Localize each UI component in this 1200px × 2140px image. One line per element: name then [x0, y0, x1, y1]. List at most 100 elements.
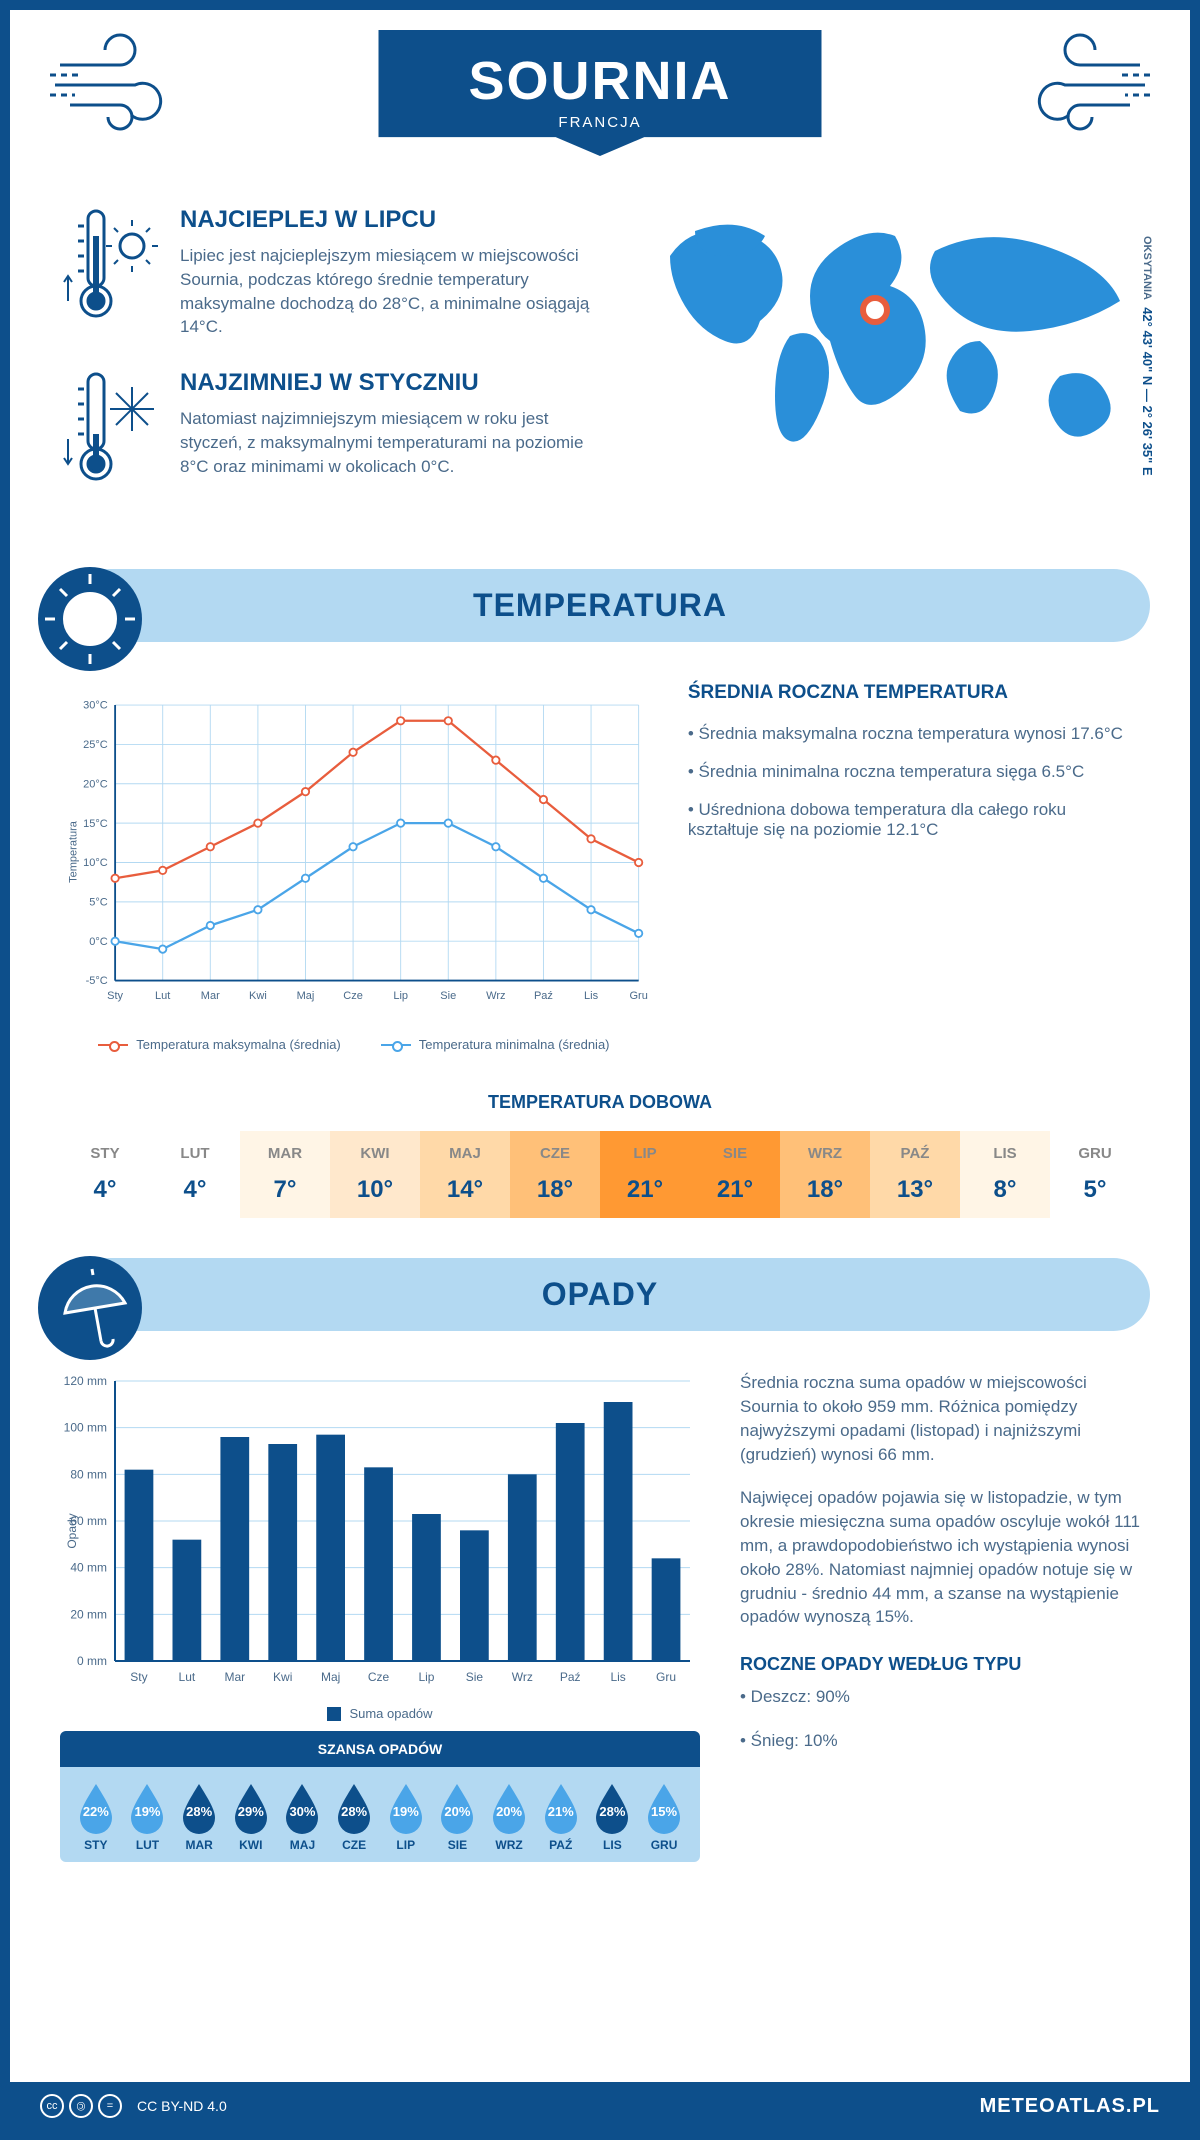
- precip-chance-drop: 29% KWI: [229, 1782, 273, 1852]
- daily-temp-month: KWI: [330, 1145, 420, 1162]
- legend-max-label: Temperatura maksymalna (średnia): [136, 1037, 340, 1052]
- umbrella-icon: [45, 1253, 155, 1363]
- svg-text:Gru: Gru: [656, 1670, 676, 1684]
- precip-chance-drop: 15% GRU: [642, 1782, 686, 1852]
- precip-chance-drop: 28% CZE: [332, 1782, 376, 1852]
- daily-temp-value: 21°: [600, 1176, 690, 1204]
- temp-info: ŚREDNIA ROCZNA TEMPERATURA • Średnia mak…: [688, 682, 1140, 1052]
- precip-chance-month: SIE: [435, 1838, 479, 1852]
- section-title-precip: OPADY: [50, 1276, 1150, 1313]
- svg-text:Gru: Gru: [629, 990, 647, 1002]
- longitude: 2° 26' 35" E: [1140, 406, 1155, 476]
- warmest-block: NAJCIEPLEJ W LIPCU Lipiec jest najcieple…: [60, 206, 600, 339]
- precip-chance-drop: 19% LIP: [384, 1782, 428, 1852]
- svg-text:0 mm: 0 mm: [77, 1654, 107, 1668]
- daily-temp-cell: LIS8°: [960, 1131, 1050, 1218]
- svg-text:15°C: 15°C: [83, 818, 108, 830]
- precip-chance-month: KWI: [229, 1838, 273, 1852]
- svg-text:10°C: 10°C: [83, 857, 108, 869]
- raindrop-icon: 20%: [437, 1782, 477, 1832]
- legend-min: Temperatura minimalna (średnia): [381, 1037, 610, 1052]
- wind-icon-right: [1010, 30, 1150, 130]
- precip-chance-month: WRZ: [487, 1838, 531, 1852]
- svg-text:20 mm: 20 mm: [70, 1608, 107, 1622]
- daily-temp-month: WRZ: [780, 1145, 870, 1162]
- header: SOURNIA FRANCJA: [10, 10, 1190, 186]
- precip-type-title: ROCZNE OPADY WEDŁUG TYPU: [740, 1654, 1140, 1675]
- overview-left: NAJCIEPLEJ W LIPCU Lipiec jest najcieple…: [60, 206, 600, 519]
- svg-text:Lip: Lip: [393, 990, 408, 1002]
- svg-text:Cze: Cze: [368, 1670, 390, 1684]
- daily-temp-value: 18°: [780, 1176, 870, 1204]
- daily-temp-value: 14°: [420, 1176, 510, 1204]
- precip-chance-body: 22% STY 19% LUT 28% MAR 29% KWI 30% MAJ …: [60, 1767, 700, 1862]
- license-text: CC BY-ND 4.0: [137, 2098, 227, 2114]
- daily-temp-month: SIE: [690, 1145, 780, 1162]
- daily-temp-value: 13°: [870, 1176, 960, 1204]
- daily-temp-value: 4°: [60, 1176, 150, 1204]
- footer: cc 🄯 = CC BY-ND 4.0 METEOATLAS.PL: [10, 2082, 1190, 2130]
- svg-text:0°C: 0°C: [89, 936, 108, 948]
- temp-legend: Temperatura maksymalna (średnia) Tempera…: [60, 1037, 648, 1052]
- precip-chance-month: CZE: [332, 1838, 376, 1852]
- precip-chance-pct: 19%: [393, 1804, 419, 1819]
- daily-temp-value: 18°: [510, 1176, 600, 1204]
- coldest-text: NAJZIMNIEJ W STYCZNIU Natomiast najzimni…: [180, 369, 600, 489]
- precip-chance-drop: 28% MAR: [177, 1782, 221, 1852]
- svg-text:-5°C: -5°C: [86, 975, 108, 987]
- page-title: SOURNIA: [468, 50, 731, 112]
- precip-chance-month: GRU: [642, 1838, 686, 1852]
- svg-text:Lut: Lut: [179, 1670, 196, 1684]
- precip-chart-area: 0 mm20 mm40 mm60 mm80 mm100 mm120 mmOpad…: [60, 1371, 700, 1872]
- raindrop-icon: 30%: [282, 1782, 322, 1832]
- section-title-temp: TEMPERATURA: [50, 587, 1150, 624]
- precip-chance-pct: 22%: [83, 1804, 109, 1819]
- svg-text:Kwi: Kwi: [273, 1670, 292, 1684]
- svg-text:Lip: Lip: [418, 1670, 434, 1684]
- legend-min-label: Temperatura minimalna (średnia): [419, 1037, 610, 1052]
- precip-chance-pct: 20%: [496, 1804, 522, 1819]
- page-subtitle: FRANCJA: [468, 114, 731, 131]
- precip-chance-month: MAR: [177, 1838, 221, 1852]
- svg-text:5°C: 5°C: [89, 897, 108, 909]
- legend-precip: Suma opadów: [327, 1706, 432, 1721]
- svg-text:Lis: Lis: [584, 990, 599, 1002]
- daily-temp-month: LIS: [960, 1145, 1050, 1162]
- raindrop-icon: 28%: [334, 1782, 374, 1832]
- raindrop-icon: 19%: [127, 1782, 167, 1832]
- daily-temp-value: 21°: [690, 1176, 780, 1204]
- svg-text:Paź: Paź: [560, 1670, 581, 1684]
- warmest-title: NAJCIEPLEJ W LIPCU: [180, 206, 600, 234]
- section-header-temp: TEMPERATURA: [50, 569, 1150, 642]
- precip-chance-drop: 28% LIS: [590, 1782, 634, 1852]
- svg-text:Lut: Lut: [155, 990, 170, 1002]
- daily-temp-cell: WRZ 18°: [780, 1131, 870, 1218]
- title-banner: SOURNIA FRANCJA: [378, 30, 821, 156]
- precip-chance-month: LUT: [125, 1838, 169, 1852]
- world-map: [640, 206, 1140, 466]
- precip-p2: Najwięcej opadów pojawia się w listopadz…: [740, 1486, 1140, 1629]
- precip-chance-drop: 30% MAJ: [280, 1782, 324, 1852]
- daily-temp-cell: STY4°: [60, 1131, 150, 1218]
- svg-text:Sie: Sie: [466, 1670, 484, 1684]
- daily-temp-value: 7°: [240, 1176, 330, 1204]
- thermometer-cold-icon: [60, 369, 160, 489]
- precip-chance-month: PAŹ: [539, 1838, 583, 1852]
- svg-text:Sty: Sty: [130, 1670, 147, 1684]
- region-label: OKSYTANIA: [1141, 236, 1153, 300]
- precip-chance-drop: 20% WRZ: [487, 1782, 531, 1852]
- precip-chance-pct: 19%: [134, 1804, 160, 1819]
- svg-text:Paź: Paź: [534, 990, 553, 1002]
- daily-temp-month: MAJ: [420, 1145, 510, 1162]
- svg-text:Mar: Mar: [201, 990, 220, 1002]
- svg-text:25°C: 25°C: [83, 739, 108, 751]
- raindrop-icon: 19%: [386, 1782, 426, 1832]
- precip-chance-pct: 21%: [548, 1804, 574, 1819]
- precip-chance-pct: 20%: [444, 1804, 470, 1819]
- page: SOURNIA FRANCJA: [0, 0, 1200, 2140]
- overview-right: OKSYTANIA 42° 43' 40" N — 2° 26' 35" E: [640, 206, 1140, 519]
- raindrop-icon: 28%: [592, 1782, 632, 1832]
- daily-temp-table: TEMPERATURA DOBOWA STY4°LUT4°MAR7°KWI10°…: [60, 1092, 1140, 1218]
- raindrop-icon: 15%: [644, 1782, 684, 1832]
- svg-text:30°C: 30°C: [83, 700, 108, 712]
